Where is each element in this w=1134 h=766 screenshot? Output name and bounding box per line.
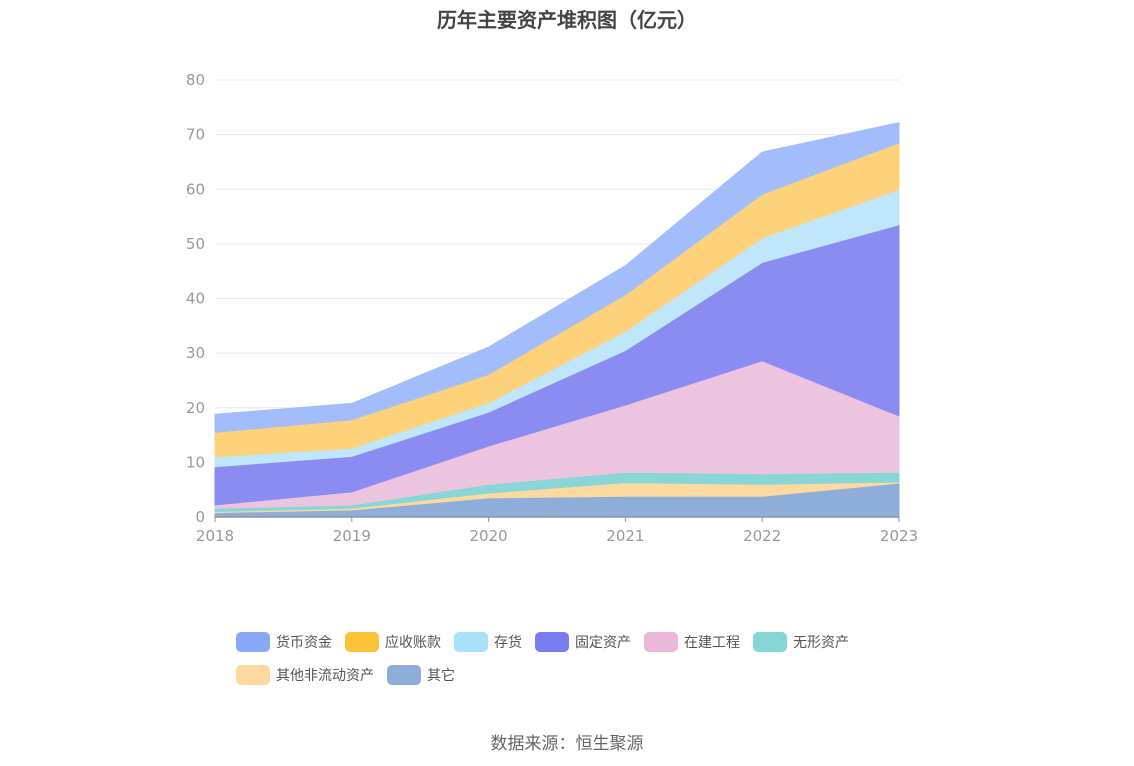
x-tick-label: 2018	[196, 527, 234, 545]
y-tick-label: 20	[186, 399, 205, 417]
legend-label: 存货	[494, 635, 522, 651]
legend-label: 固定资产	[575, 635, 631, 651]
data-source: 数据来源：恒生聚源	[490, 734, 644, 754]
legend-item-无形资产[interactable]: 无形资产	[753, 630, 849, 654]
legend-label: 货币资金	[276, 635, 332, 651]
y-tick-label: 40	[186, 290, 205, 308]
y-tick-label: 60	[186, 180, 205, 198]
legend-label: 应收账款	[385, 635, 441, 651]
y-tick-label: 80	[186, 71, 205, 89]
legend-item-存货[interactable]: 存货	[454, 630, 522, 654]
x-tick-label: 2022	[743, 527, 781, 545]
legend: 货币资金 应收账款 存货 固定资产 在建工程 无形资产 其他非流动资产	[236, 630, 936, 696]
y-tick-label: 30	[186, 344, 205, 362]
legend-item-货币资金[interactable]: 货币资金	[236, 630, 332, 654]
legend-label: 其他非流动资产	[276, 668, 374, 684]
y-tick-label: 0	[195, 508, 205, 526]
y-tick-label: 50	[186, 235, 205, 253]
legend-item-在建工程[interactable]: 在建工程	[644, 630, 740, 654]
legend-row-2: 其他非流动资产 其它	[236, 663, 936, 687]
legend-swatch	[387, 665, 421, 685]
legend-swatch	[644, 632, 678, 652]
area-chart: 0 10 20 30 40 50 60 70 80 2018 2019 2020 2021 2022 202…	[186, 71, 918, 545]
x-tick-label: 2019	[333, 527, 371, 545]
legend-label: 无形资产	[793, 635, 849, 651]
legend-swatch	[236, 665, 270, 685]
legend-swatch	[454, 632, 488, 652]
legend-label: 其它	[427, 668, 455, 684]
x-tick-label: 2021	[606, 527, 644, 545]
legend-item-其它[interactable]: 其它	[387, 663, 455, 687]
legend-swatch	[535, 632, 569, 652]
legend-item-其他非流动资产[interactable]: 其他非流动资产	[236, 663, 374, 687]
legend-swatch	[753, 632, 787, 652]
x-tick-label: 2020	[470, 527, 508, 545]
legend-label: 在建工程	[684, 635, 740, 651]
y-tick-label: 70	[186, 126, 205, 144]
legend-item-应收账款[interactable]: 应收账款	[345, 630, 441, 654]
area-货币资金	[214, 121, 900, 433]
y-tick-label: 10	[186, 453, 205, 471]
x-tick-label: 2023	[880, 527, 918, 545]
legend-swatch	[345, 632, 379, 652]
area-series	[214, 121, 900, 518]
legend-swatch	[236, 632, 270, 652]
chart-title: 历年主要资产堆积图（亿元）	[437, 8, 697, 32]
legend-item-固定资产[interactable]: 固定资产	[535, 630, 631, 654]
axes: 0 10 20 30 40 50 60 70 80 2018 2019 2020 2021 2022 202…	[186, 71, 918, 545]
legend-row-1: 货币资金 应收账款 存货 固定资产 在建工程 无形资产	[236, 630, 936, 654]
